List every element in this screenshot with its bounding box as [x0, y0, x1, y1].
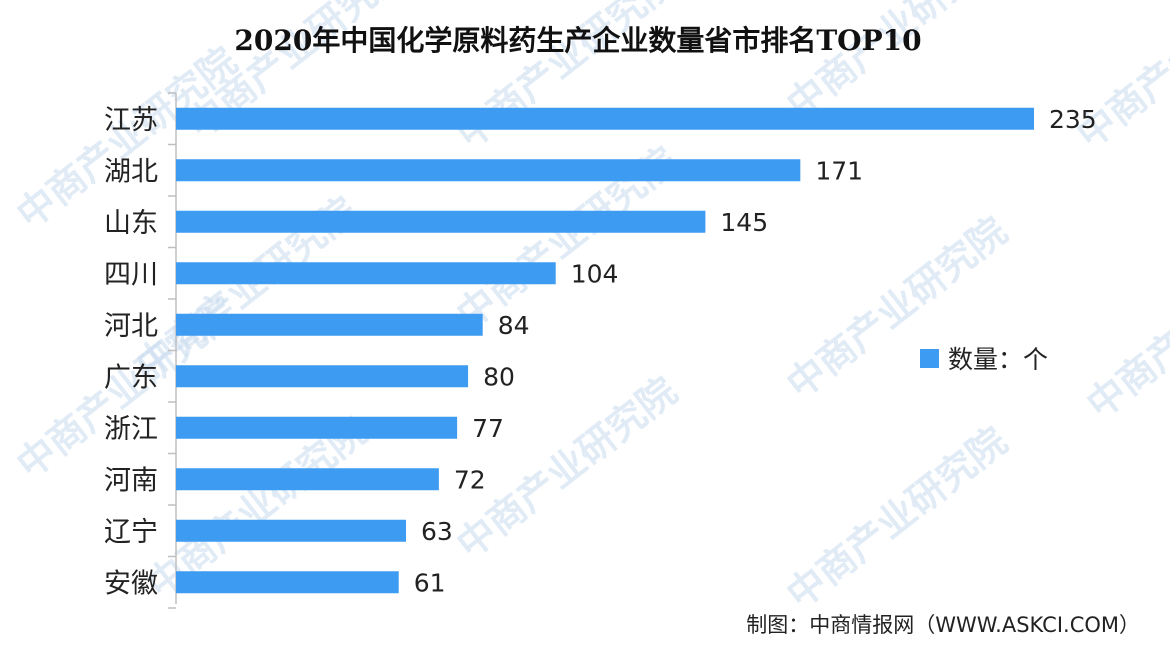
value-label: 145: [720, 208, 768, 237]
category-label: 四川: [104, 259, 158, 290]
category-label: 浙江: [104, 414, 158, 445]
legend: 数量：个: [920, 345, 1048, 374]
legend-label: 数量：个: [948, 345, 1048, 374]
axis-ticks: [168, 92, 176, 609]
bar-6: [176, 365, 469, 388]
bar-2: [176, 159, 801, 182]
bar-7: [176, 416, 458, 439]
category-label: 江苏: [104, 105, 158, 136]
bars-group: [176, 107, 1034, 594]
watermark-text: 中商产业研究院: [778, 419, 1015, 617]
category-label: 辽宁: [104, 517, 158, 548]
watermark-text: 中商产业研究院: [1078, 229, 1170, 427]
value-label: 63: [421, 517, 453, 546]
bar-10: [176, 571, 399, 594]
bar-4: [176, 262, 556, 285]
category-label: 河北: [104, 311, 158, 342]
legend-swatch: [920, 349, 939, 368]
category-label: 广东: [104, 362, 158, 393]
category-label: 湖北: [104, 156, 158, 187]
bar-8: [176, 468, 439, 491]
bar-5: [176, 313, 483, 336]
value-label: 61: [414, 568, 446, 597]
watermark-text: 中商产业研究院: [778, 209, 1015, 407]
chart-title: 2020年中国化学原料药生产企业数量省市排名TOP10: [234, 24, 921, 57]
bar-3: [176, 210, 706, 233]
bar-1: [176, 107, 1034, 130]
value-label: 77: [472, 414, 504, 443]
category-label: 河南: [104, 465, 158, 496]
value-label: 171: [815, 156, 863, 185]
value-label: 80: [483, 362, 515, 391]
value-label: 72: [454, 465, 486, 494]
category-label: 山东: [104, 208, 158, 239]
value-label: 84: [498, 311, 530, 340]
bar-9: [176, 519, 407, 542]
value-label: 235: [1049, 105, 1097, 134]
source-credit: 制图：中商情报网（WWW.ASKCI.COM）: [746, 613, 1140, 637]
category-label: 安徽: [104, 568, 158, 599]
value-label: 104: [571, 259, 619, 288]
